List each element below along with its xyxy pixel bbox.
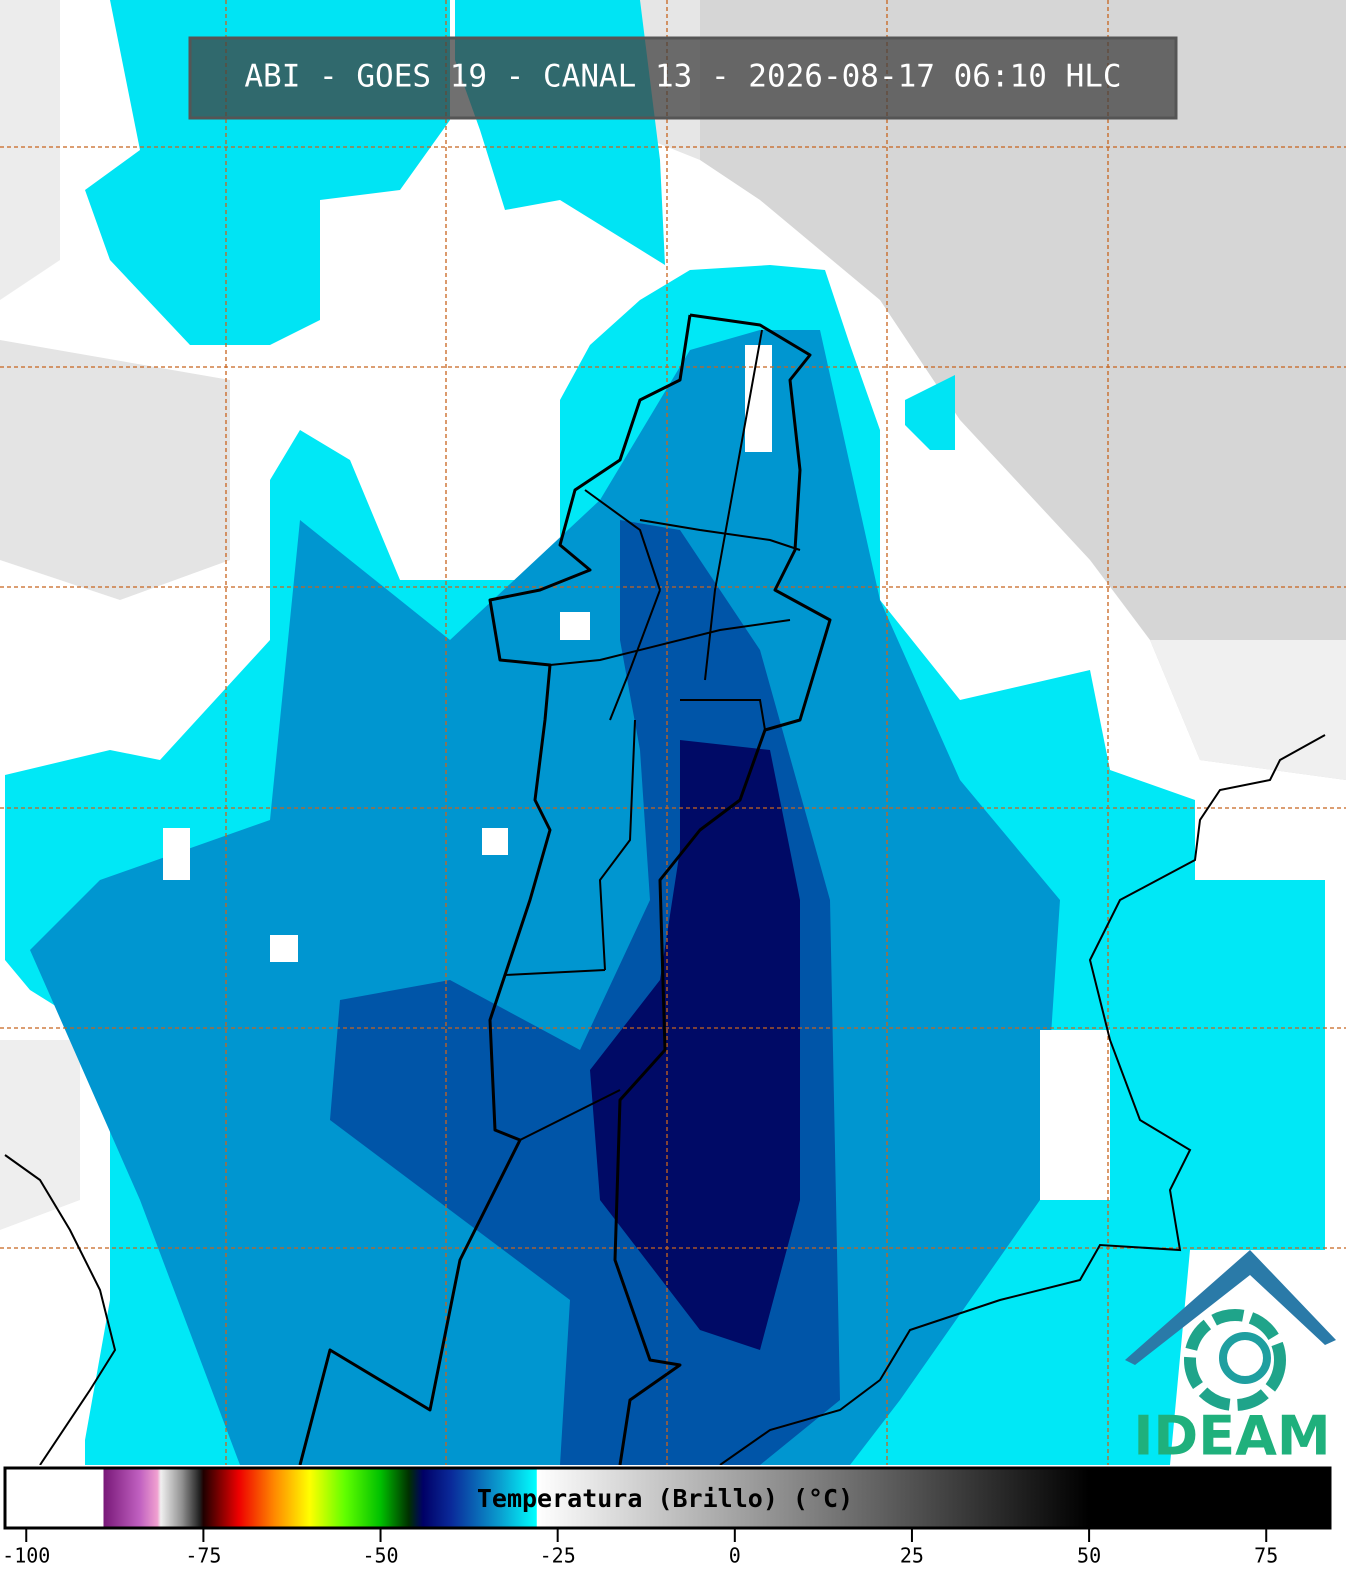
colorbar-tick-label: 25 bbox=[900, 1544, 924, 1568]
colorbar-tick-label: -75 bbox=[185, 1544, 221, 1568]
logo-text: IDEAM bbox=[1133, 1405, 1330, 1468]
borders bbox=[4, 313, 1326, 1465]
title: ABI - GOES 19 - CANAL 13 - 2026-08-17 06… bbox=[244, 59, 1121, 95]
satellite-map bbox=[0, 0, 1346, 1465]
colorbar-tick-label: -25 bbox=[540, 1544, 576, 1568]
colorbar: Temperatura (Brillo) (°C) -100 -75 -50 -25 0… bbox=[2, 1466, 1332, 1568]
colorbar-tick-label: 0 bbox=[729, 1544, 741, 1568]
graticule bbox=[0, 0, 1346, 1465]
colorbar-tick-label: 50 bbox=[1077, 1544, 1101, 1568]
ideam-logo: IDEAM bbox=[1125, 1250, 1336, 1468]
colorbar-tick-label: -50 bbox=[362, 1544, 398, 1568]
colorbar-tick-label: 75 bbox=[1254, 1544, 1278, 1568]
title-box bbox=[188, 36, 1178, 120]
colorbar-ramp bbox=[3, 1466, 1332, 1530]
colorbar-tick-label: -100 bbox=[2, 1544, 50, 1568]
colorbar-label: Temperatura (Brillo) (°C) bbox=[477, 1484, 853, 1513]
